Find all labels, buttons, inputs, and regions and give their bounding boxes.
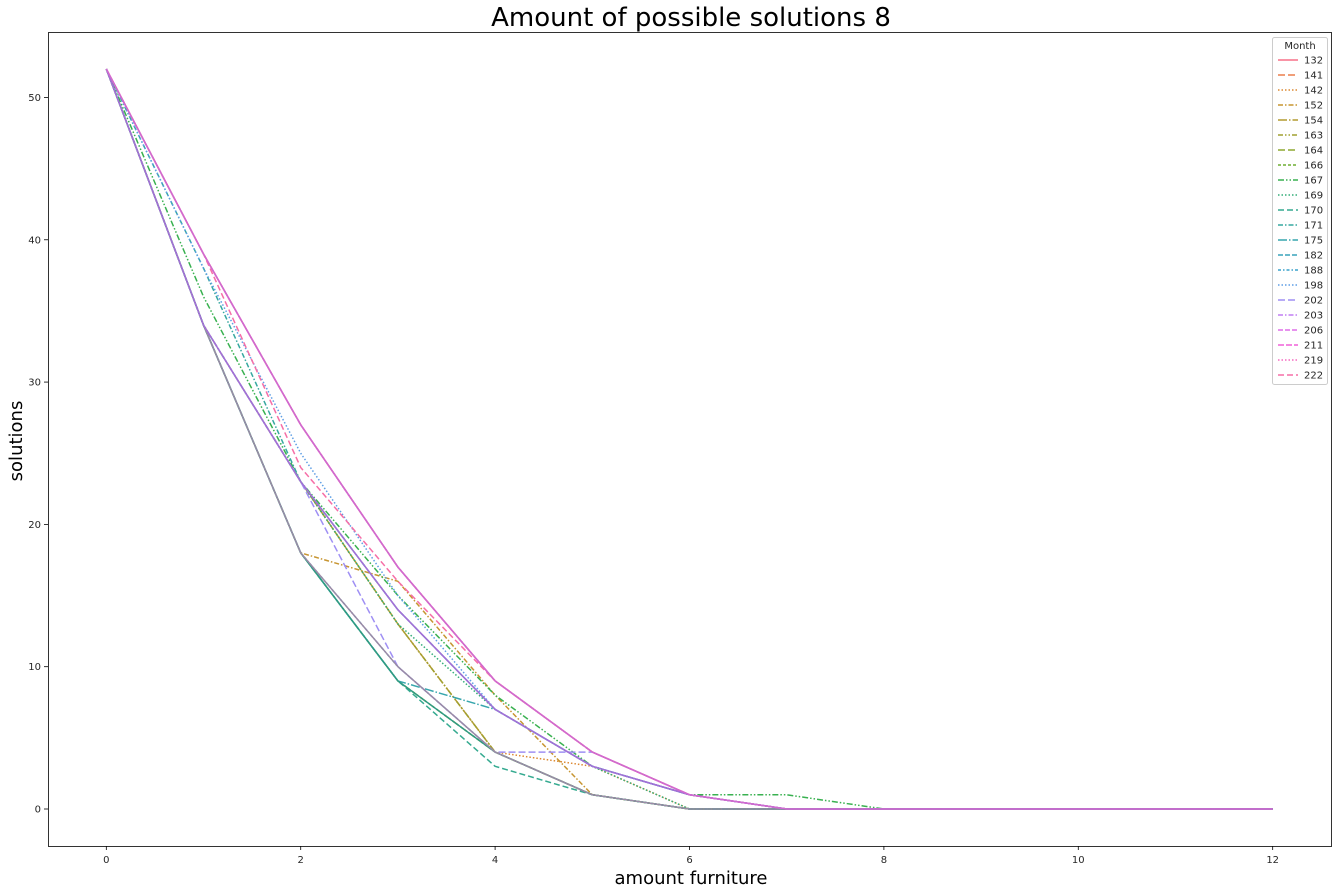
- series-line-152: [105, 68, 1273, 810]
- series-line-170: [105, 68, 1273, 810]
- series-line-211: [105, 68, 1273, 810]
- series-line-167: [105, 68, 1273, 810]
- legend-label-132: 132: [1304, 56, 1323, 67]
- x-axis-ticks: 0 2 4 6 8 10 12: [103, 846, 1279, 866]
- y-tick-label: 50: [28, 93, 41, 104]
- legend: Month 1321411421521541631641661671691701…: [1272, 37, 1328, 385]
- legend-title: Month: [1284, 41, 1315, 52]
- x-tick-label: 4: [492, 855, 498, 866]
- legend-label-219: 219: [1304, 356, 1323, 367]
- series-line-188: [105, 68, 1273, 810]
- legend-label-142: 142: [1304, 86, 1323, 97]
- series-line-219: [105, 68, 1273, 810]
- x-tick-label: 2: [298, 855, 304, 866]
- series-line-198: [105, 68, 1273, 810]
- legend-label-163: 163: [1304, 131, 1323, 142]
- series-line-154: [105, 68, 1273, 810]
- y-tick-label: 20: [28, 520, 41, 531]
- legend-label-141: 141: [1304, 71, 1323, 82]
- legend-label-202: 202: [1304, 296, 1323, 307]
- y-tick-label: 30: [28, 378, 41, 389]
- series-line-203: [105, 68, 1273, 810]
- series-line-202: [105, 68, 1273, 810]
- legend-label-182: 182: [1304, 251, 1323, 262]
- overlay-line-1: [105, 68, 1273, 810]
- series-line-132: [105, 68, 1273, 810]
- legend-label-164: 164: [1304, 146, 1323, 157]
- series-line-141: [105, 68, 1273, 810]
- series-line-164: [105, 68, 1273, 810]
- legend-label-152: 152: [1304, 101, 1323, 112]
- legend-label-154: 154: [1304, 116, 1323, 127]
- chart-title: Amount of possible solutions 8: [491, 3, 891, 33]
- overlay-line-3: [105, 68, 1273, 810]
- series-line-206: [105, 68, 1273, 810]
- y-axis-label: solutions: [6, 401, 27, 482]
- legend-label-206: 206: [1304, 326, 1323, 337]
- series-line-171: [105, 68, 1273, 810]
- series-line-163: [105, 68, 1273, 810]
- x-axis-label: amount furniture: [615, 868, 768, 889]
- legend-label-171: 171: [1304, 221, 1323, 232]
- legend-label-175: 175: [1304, 236, 1323, 247]
- series-line-222: [105, 68, 1273, 810]
- legend-label-188: 188: [1304, 266, 1323, 277]
- series-line-175: [105, 68, 1273, 810]
- series-line-169: [105, 68, 1273, 810]
- x-tick-label: 8: [881, 855, 887, 866]
- y-tick-label: 0: [35, 805, 41, 816]
- plot-frame: [48, 32, 1332, 847]
- x-tick-label: 6: [686, 855, 692, 866]
- legend-label-198: 198: [1304, 281, 1323, 292]
- series-line-142: [105, 68, 1273, 810]
- x-tick-label: 0: [103, 855, 109, 866]
- legend-items: 132 141 142 152 154 163 164 166 167 169 170 171 175 1…: [1278, 56, 1323, 382]
- series-line-182: [105, 68, 1273, 810]
- legend-label-166: 166: [1304, 161, 1323, 172]
- y-axis-ticks: 0 10 20 30 40 50: [28, 93, 48, 816]
- overlay-line-2: [105, 68, 1273, 810]
- legend-box: [1272, 37, 1328, 385]
- x-tick-label: 10: [1072, 855, 1085, 866]
- legend-label-170: 170: [1304, 206, 1323, 217]
- legend-label-169: 169: [1304, 191, 1323, 202]
- legend-label-222: 222: [1304, 371, 1323, 382]
- overlay-line-4: [105, 68, 1273, 810]
- legend-label-203: 203: [1304, 311, 1323, 322]
- y-tick-label: 10: [28, 662, 41, 673]
- x-tick-label: 12: [1266, 855, 1279, 866]
- plot-lines: [105, 68, 1273, 810]
- legend-label-167: 167: [1304, 176, 1323, 187]
- legend-label-211: 211: [1304, 341, 1323, 352]
- series-line-166: [105, 68, 1273, 810]
- y-tick-label: 40: [28, 235, 41, 246]
